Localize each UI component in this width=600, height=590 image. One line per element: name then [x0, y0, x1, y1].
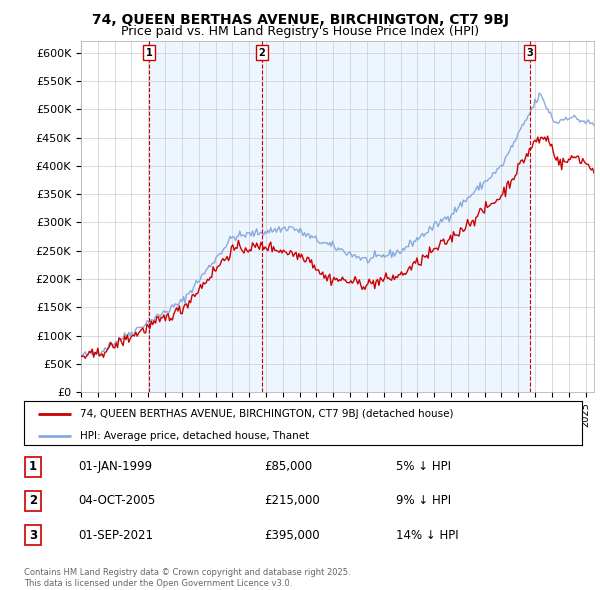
Text: 74, QUEEN BERTHAS AVENUE, BIRCHINGTON, CT7 9BJ: 74, QUEEN BERTHAS AVENUE, BIRCHINGTON, C…: [91, 13, 509, 27]
Text: 04-OCT-2005: 04-OCT-2005: [78, 494, 155, 507]
Text: 3: 3: [526, 48, 533, 58]
Text: 3: 3: [29, 529, 37, 542]
Text: Contains HM Land Registry data © Crown copyright and database right 2025.
This d: Contains HM Land Registry data © Crown c…: [24, 568, 350, 588]
Text: 1: 1: [29, 460, 37, 473]
Text: 14% ↓ HPI: 14% ↓ HPI: [396, 529, 458, 542]
Bar: [262, 41, 530, 392]
Text: 2: 2: [259, 48, 265, 58]
Text: 2: 2: [29, 494, 37, 507]
Text: £215,000: £215,000: [264, 494, 320, 507]
Text: 1: 1: [146, 48, 152, 58]
Text: HPI: Average price, detached house, Thanet: HPI: Average price, detached house, Than…: [80, 431, 309, 441]
Bar: [149, 41, 262, 392]
Text: £395,000: £395,000: [264, 529, 320, 542]
Text: £85,000: £85,000: [264, 460, 312, 473]
Text: 9% ↓ HPI: 9% ↓ HPI: [396, 494, 451, 507]
Text: 5% ↓ HPI: 5% ↓ HPI: [396, 460, 451, 473]
Text: 01-SEP-2021: 01-SEP-2021: [78, 529, 153, 542]
Text: Price paid vs. HM Land Registry's House Price Index (HPI): Price paid vs. HM Land Registry's House …: [121, 25, 479, 38]
Text: 01-JAN-1999: 01-JAN-1999: [78, 460, 152, 473]
Text: 74, QUEEN BERTHAS AVENUE, BIRCHINGTON, CT7 9BJ (detached house): 74, QUEEN BERTHAS AVENUE, BIRCHINGTON, C…: [80, 409, 454, 418]
